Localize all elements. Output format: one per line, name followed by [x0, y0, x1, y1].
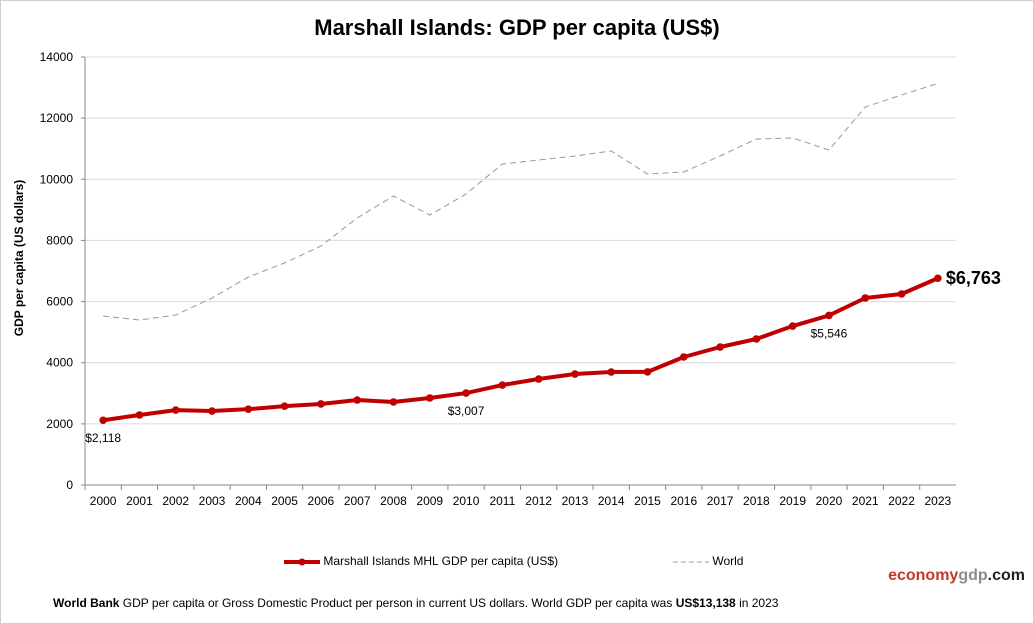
- data-point-mhl: [244, 405, 253, 413]
- legend-item-world: World: [673, 554, 743, 569]
- data-point-mhl: [680, 353, 688, 361]
- y-tick-label: 14000: [40, 50, 74, 64]
- x-tick-label: 2020: [816, 494, 843, 508]
- legend-swatch-world: [673, 561, 709, 563]
- brand-part3: .com: [987, 567, 1025, 584]
- x-tick-label: 2018: [743, 494, 770, 508]
- footer-source: World Bank: [53, 596, 120, 610]
- data-point-mhl: [643, 368, 652, 376]
- footer-text: GDP per capita or Gross Domestic Product…: [119, 596, 676, 610]
- data-label: $2,118: [85, 431, 121, 445]
- x-tick-label: 2004: [235, 494, 262, 508]
- data-point-mhl: [788, 322, 797, 330]
- series-line-world: [103, 82, 939, 321]
- legend-label-world: World: [712, 554, 744, 568]
- x-tick-label: 2002: [162, 494, 189, 508]
- data-point-mhl: [825, 311, 833, 320]
- data-point-mhl: [534, 375, 543, 383]
- y-tick-label: 10000: [40, 172, 74, 186]
- y-tick-label: 4000: [46, 356, 73, 370]
- x-tick-label: 2021: [852, 494, 879, 508]
- series-line-mhl: [102, 276, 939, 423]
- x-tick-label: 2013: [562, 494, 589, 508]
- footer-year: in 2023: [735, 596, 779, 610]
- data-point-mhl: [607, 368, 616, 376]
- data-point-mhl: [99, 416, 107, 425]
- x-tick-label: 2008: [380, 494, 407, 508]
- y-tick-label: 6000: [46, 295, 73, 309]
- x-tick-label: 2006: [308, 494, 335, 508]
- x-tick-label: 2011: [489, 494, 515, 508]
- x-tick-label: 2014: [598, 494, 625, 508]
- data-point-mhl: [171, 406, 180, 414]
- brand-part1: economy: [888, 567, 959, 584]
- data-label: $3,007: [448, 404, 485, 418]
- data-point-mhl: [752, 335, 761, 343]
- x-tick-label: 2009: [416, 494, 443, 508]
- data-point-mhl: [498, 381, 507, 389]
- x-tick-label: 2007: [344, 494, 371, 508]
- data-point-mhl: [353, 396, 361, 404]
- legend-item-mhl: Marshall Islands MHL GDP per capita (US$…: [284, 554, 558, 569]
- y-tick-label: 12000: [40, 111, 74, 125]
- x-tick-label: 2015: [634, 494, 661, 508]
- x-tick-label: 2023: [925, 494, 952, 508]
- data-point-mhl: [425, 394, 434, 402]
- data-label: $6,763: [946, 268, 1001, 288]
- data-point-mhl: [934, 274, 942, 283]
- data-point-mhl: [280, 402, 289, 410]
- x-tick-label: 2000: [90, 494, 117, 508]
- data-point-mhl: [571, 370, 579, 378]
- x-tick-label: 2016: [670, 494, 697, 508]
- legend-label-mhl: Marshall Islands MHL GDP per capita (US$…: [323, 554, 559, 568]
- data-point-mhl: [716, 343, 724, 351]
- x-tick-label: 2003: [199, 494, 226, 508]
- data-point-mhl: [317, 400, 325, 408]
- legend-swatch-mhl: [284, 558, 320, 566]
- brand-part2: gdp: [958, 567, 988, 584]
- y-tick-label: 0: [66, 478, 73, 492]
- data-point-mhl: [135, 411, 144, 419]
- data-point-mhl: [462, 389, 470, 397]
- data-point-mhl: [208, 407, 216, 415]
- x-tick-label: 2019: [779, 494, 806, 508]
- data-label: $5,546: [811, 326, 848, 340]
- data-point-mhl: [861, 294, 870, 302]
- data-point-mhl: [389, 398, 398, 406]
- footer-world-value: US$13,138: [675, 596, 736, 610]
- x-tick-label: 2010: [453, 494, 480, 508]
- chart-title: Marshall Islands: GDP per capita (US$): [314, 15, 720, 40]
- data-point-mhl: [897, 290, 906, 298]
- brand-logo: economygdp.com: [888, 567, 1025, 585]
- x-tick-label: 2005: [271, 494, 298, 508]
- x-tick-label: 2017: [707, 494, 734, 508]
- x-tick-label: 2001: [126, 494, 153, 508]
- x-tick-label: 2022: [888, 494, 915, 508]
- y-tick-label: 8000: [46, 233, 73, 247]
- x-tick-label: 2012: [525, 494, 552, 508]
- y-tick-label: 2000: [46, 417, 73, 431]
- footer-note: World Bank GDP per capita or Gross Domes…: [53, 596, 778, 610]
